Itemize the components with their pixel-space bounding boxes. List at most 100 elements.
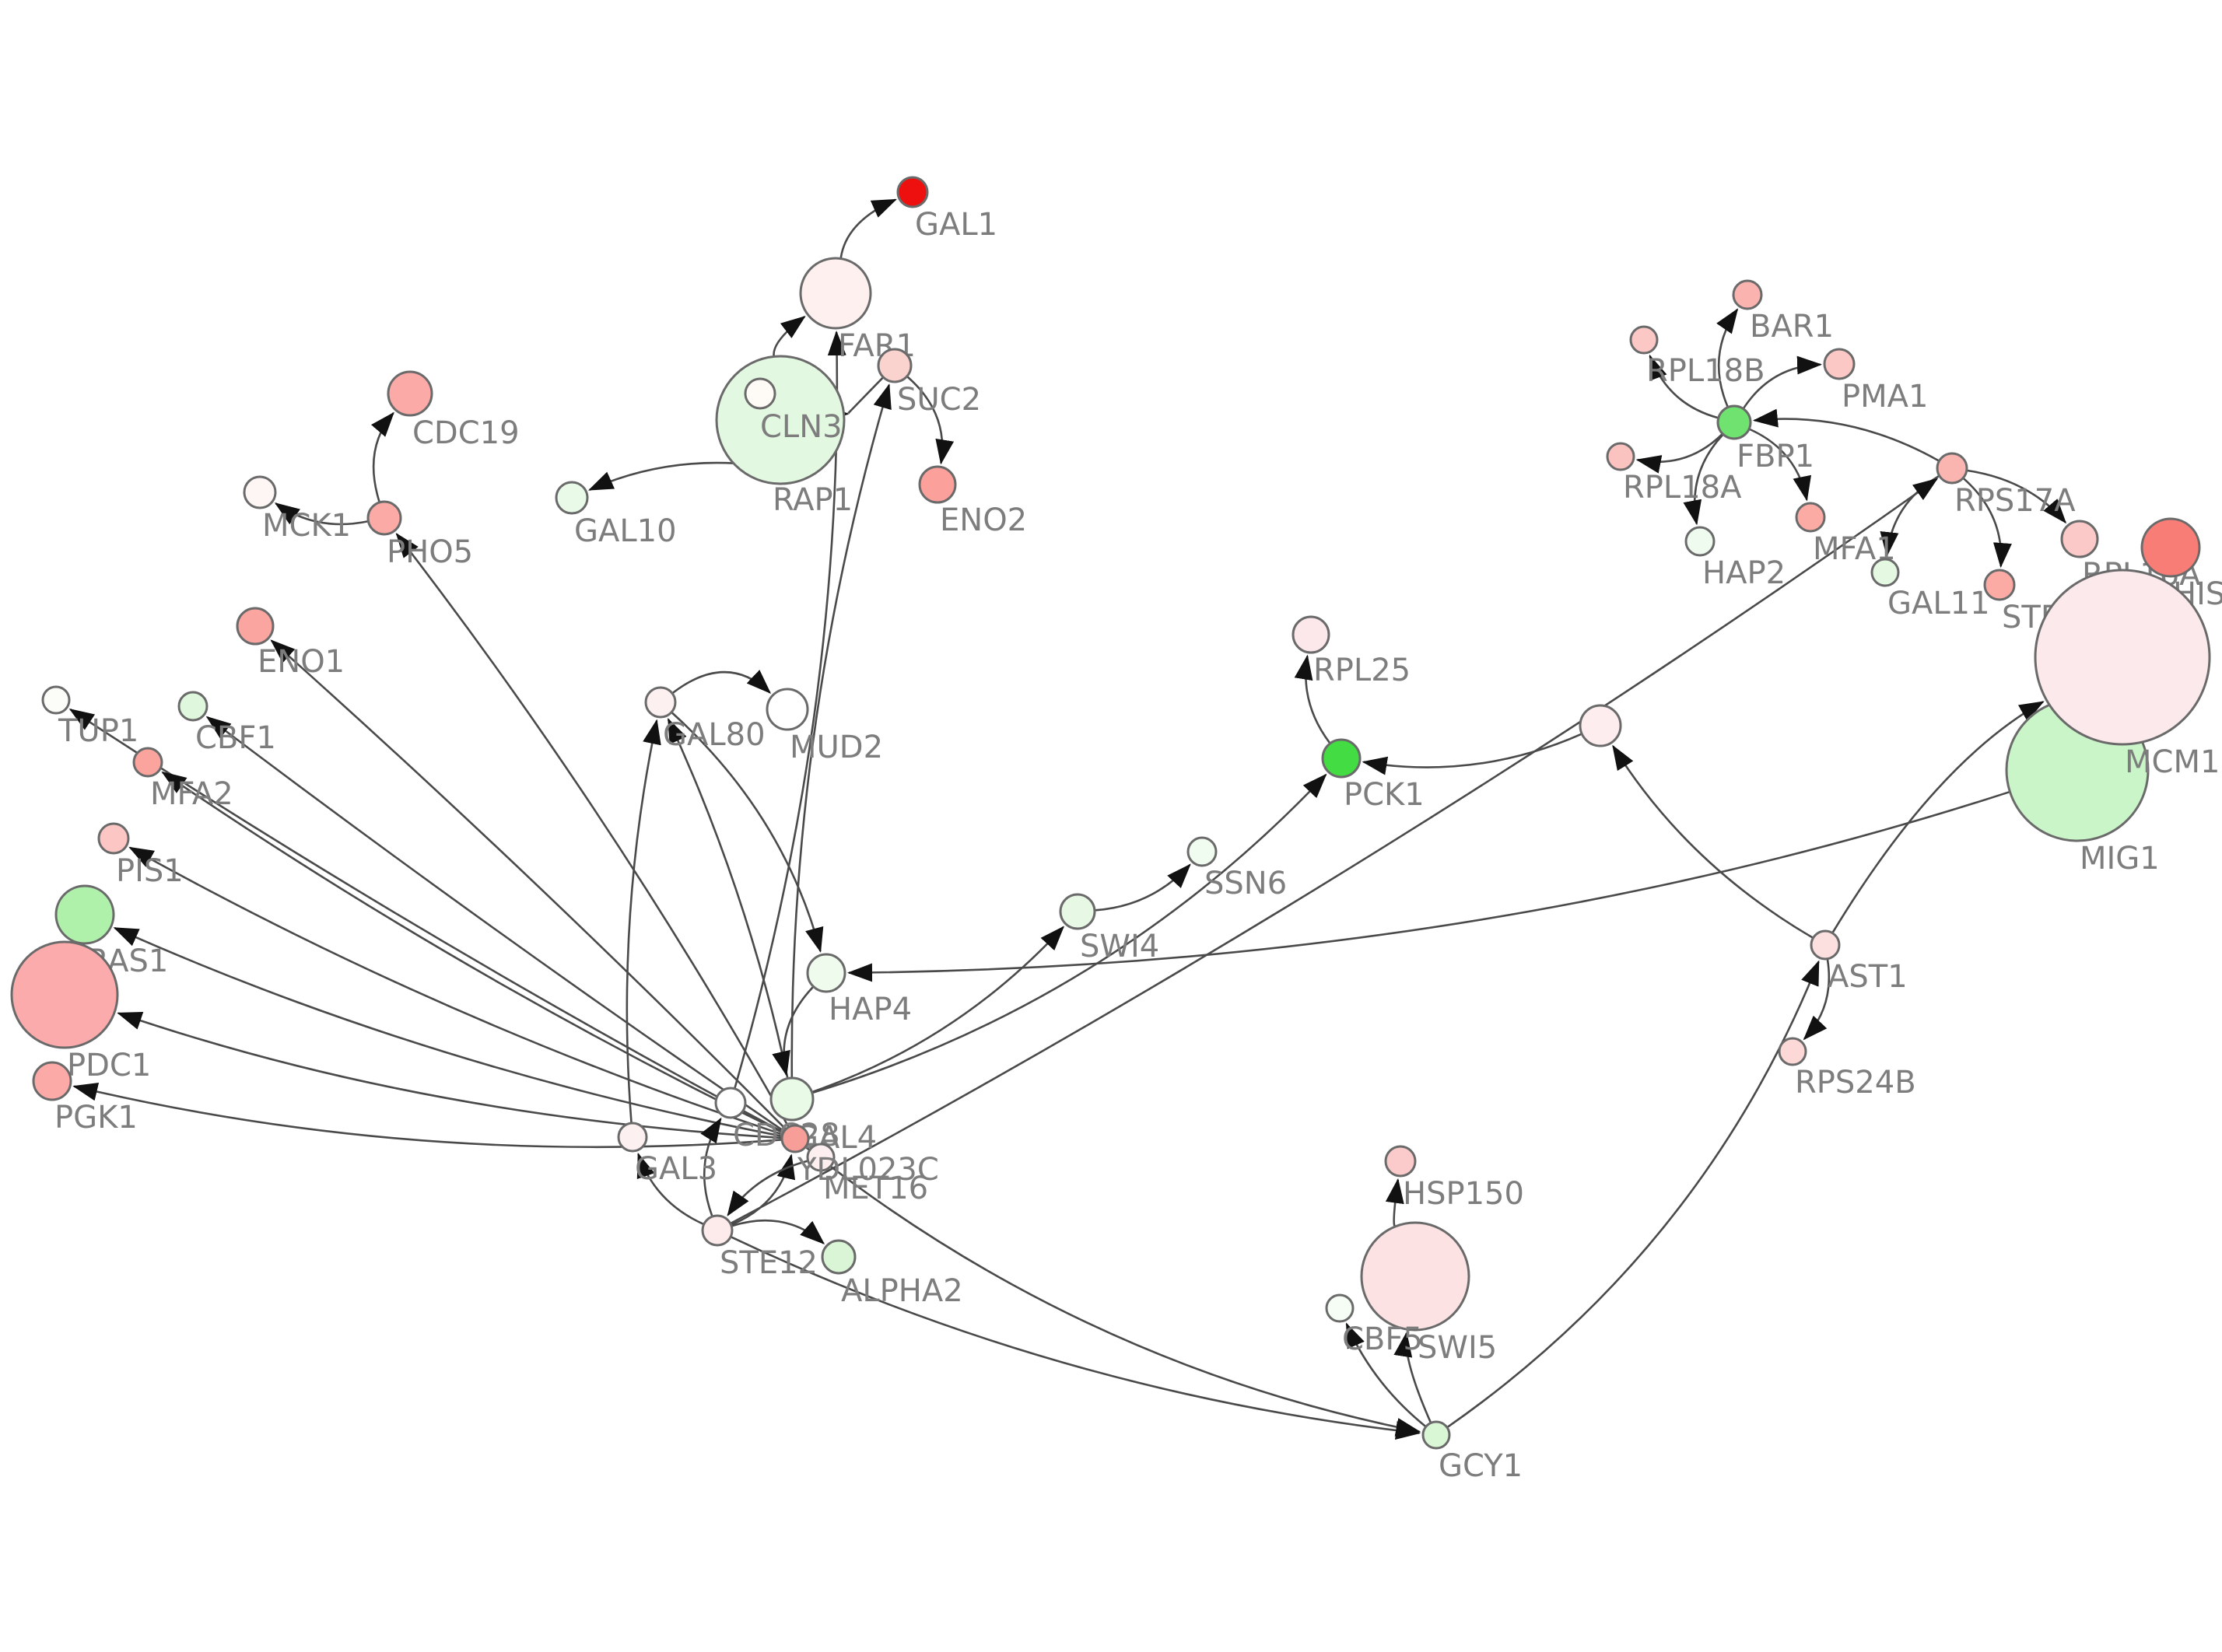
node-RPL18B[interactable] bbox=[1629, 325, 1659, 355]
node-group-RPL18B: RPL18B bbox=[1629, 325, 1765, 389]
node-unlabeled-2[interactable] bbox=[744, 377, 776, 410]
node-label-RPL18A: RPL18A bbox=[1623, 470, 1742, 506]
node-RAS1[interactable] bbox=[54, 884, 115, 945]
edge-GAL80-MUD2 bbox=[672, 670, 772, 694]
node-ENO2[interactable] bbox=[918, 465, 957, 504]
node-GAL4[interactable] bbox=[769, 1076, 815, 1122]
node-group-MET16: MET16 bbox=[806, 1143, 928, 1206]
node-label-ALPHA2: ALPHA2 bbox=[841, 1273, 963, 1309]
node-group-MCK1: MCK1 bbox=[243, 475, 351, 544]
node-PCK1[interactable] bbox=[1321, 738, 1362, 779]
node-label-FBP1: FBP1 bbox=[1737, 439, 1814, 474]
node-SSN6[interactable] bbox=[1186, 836, 1218, 867]
edge-AST1-NODE2 bbox=[1612, 744, 1814, 939]
node-STE2[interactable] bbox=[1983, 569, 2016, 601]
node-PIS1[interactable] bbox=[97, 822, 130, 855]
node-SUC2[interactable] bbox=[877, 348, 913, 383]
edge-YDL023C-RAS1 bbox=[113, 926, 782, 1137]
node-CDC28[interactable] bbox=[714, 1087, 747, 1119]
node-group-RPL18A: RPL18A bbox=[1606, 442, 1742, 506]
node-group-CBF5: CBF5 bbox=[1325, 1293, 1423, 1357]
node-ALPHA2[interactable] bbox=[821, 1239, 857, 1275]
node-label-HAP2: HAP2 bbox=[1702, 555, 1786, 591]
edge-GAL80-HAP4 bbox=[671, 712, 824, 953]
node-RPL18A[interactable] bbox=[1606, 442, 1635, 471]
node-MCM1[interactable] bbox=[2034, 569, 2211, 746]
node-CDC19[interactable] bbox=[387, 370, 433, 417]
node-group-YDL023C: YDL023C bbox=[780, 1124, 939, 1188]
node-group-RPL25: RPL25 bbox=[1291, 615, 1411, 688]
node-unlabeled-47[interactable] bbox=[1579, 704, 1622, 747]
node-label-SSN6: SSN6 bbox=[1204, 866, 1287, 901]
node-label-CBF1: CBF1 bbox=[195, 720, 276, 756]
node-label-RAP1: RAP1 bbox=[773, 482, 853, 518]
node-HIS4[interactable] bbox=[2140, 517, 2201, 578]
node-group-ENO1: ENO1 bbox=[236, 607, 345, 680]
node-group-AST1: AST1 bbox=[1810, 929, 1908, 995]
edge-YDL023C-PGK1 bbox=[72, 1082, 782, 1149]
node-FBP1[interactable] bbox=[1716, 404, 1752, 440]
node-STE12[interactable] bbox=[701, 1214, 734, 1247]
node-HAP2[interactable] bbox=[1684, 526, 1716, 557]
node-GAL1[interactable] bbox=[896, 176, 929, 208]
edge-GAL3-GAL80 bbox=[626, 719, 661, 1123]
edge-STE12-RPS17A bbox=[731, 478, 1939, 1224]
edge-GAL4-GAL80 bbox=[667, 717, 789, 1078]
node-PMA1[interactable] bbox=[1823, 348, 1856, 380]
node-label-CBF5: CBF5 bbox=[1342, 1321, 1423, 1357]
node-SWI5[interactable] bbox=[1360, 1221, 1470, 1332]
node-group-PMA1: PMA1 bbox=[1823, 348, 1928, 415]
edge-SWI4-SSN6 bbox=[1095, 863, 1191, 912]
node-label-GAL10: GAL10 bbox=[574, 513, 677, 549]
node-YDL023C[interactable] bbox=[780, 1124, 810, 1153]
node-RPL16A[interactable] bbox=[2060, 520, 2099, 558]
node-CBF1[interactable] bbox=[177, 691, 209, 722]
node-MET16[interactable] bbox=[806, 1143, 836, 1172]
node-BAR1[interactable] bbox=[1732, 279, 1763, 310]
edge-STE12-CDC28 bbox=[700, 1117, 722, 1216]
node-MUD2[interactable] bbox=[766, 688, 809, 731]
edge-SWI5-HSP150 bbox=[1385, 1178, 1404, 1227]
node-HAP4[interactable] bbox=[806, 953, 846, 993]
node-label-GAL80: GAL80 bbox=[663, 717, 766, 753]
node-RPL25[interactable] bbox=[1291, 615, 1330, 654]
node-layer: RAP1 CLN3 GAL1 FAR1 SUC2 ENO2 GAL10 CDC19 MCK1 PH… bbox=[10, 176, 2222, 1484]
node-GAL11[interactable] bbox=[1870, 558, 1900, 587]
node-label-MCM1: MCM1 bbox=[2125, 744, 2220, 780]
node-HSP150[interactable] bbox=[1384, 1145, 1417, 1178]
node-group-ALPHA2: ALPHA2 bbox=[821, 1239, 963, 1309]
node-GCY1[interactable] bbox=[1421, 1420, 1451, 1450]
node-label-RPS24B: RPS24B bbox=[1795, 1065, 1916, 1101]
node-ENO1[interactable] bbox=[236, 607, 275, 646]
node-PGK1[interactable] bbox=[32, 1061, 72, 1101]
node-MFA1[interactable] bbox=[1795, 502, 1826, 533]
edge-YDL023C-ENO1 bbox=[270, 639, 787, 1130]
node-group-FBP1: FBP1 bbox=[1716, 404, 1814, 474]
edge-FBP1-RPL18B bbox=[1649, 354, 1719, 419]
node-SWI4[interactable] bbox=[1059, 893, 1096, 930]
node-PHO5[interactable] bbox=[366, 500, 402, 536]
node-CBF5[interactable] bbox=[1325, 1293, 1355, 1323]
node-MCK1[interactable] bbox=[243, 475, 277, 509]
edge-FAR1-GAL1 bbox=[839, 198, 897, 258]
node-PDC1[interactable] bbox=[10, 940, 119, 1049]
node-TUP1[interactable] bbox=[41, 685, 71, 715]
node-group-GAL10: GAL10 bbox=[555, 481, 677, 549]
node-group-ENO2: ENO2 bbox=[918, 465, 1027, 538]
node-GAL80[interactable] bbox=[644, 686, 677, 719]
node-label-RPS17A: RPS17A bbox=[1954, 483, 2076, 519]
node-group-PIS1: PIS1 bbox=[97, 822, 184, 889]
node-group-GAL3: GAL3 bbox=[617, 1122, 717, 1187]
node-GAL10[interactable] bbox=[555, 481, 589, 515]
node-GAL3[interactable] bbox=[617, 1122, 648, 1153]
node-AST1[interactable] bbox=[1810, 929, 1841, 961]
node-RPS17A[interactable] bbox=[1936, 452, 1968, 485]
node-RPS24B[interactable] bbox=[1778, 1037, 1807, 1066]
node-FAR1[interactable] bbox=[799, 257, 872, 330]
edge-STE12-ALPHA2 bbox=[731, 1219, 825, 1245]
node-MFA2[interactable] bbox=[132, 747, 163, 778]
edge-RPS17A-RPL16A bbox=[1967, 469, 2067, 524]
edge-HAP4-GAL4 bbox=[772, 986, 814, 1076]
